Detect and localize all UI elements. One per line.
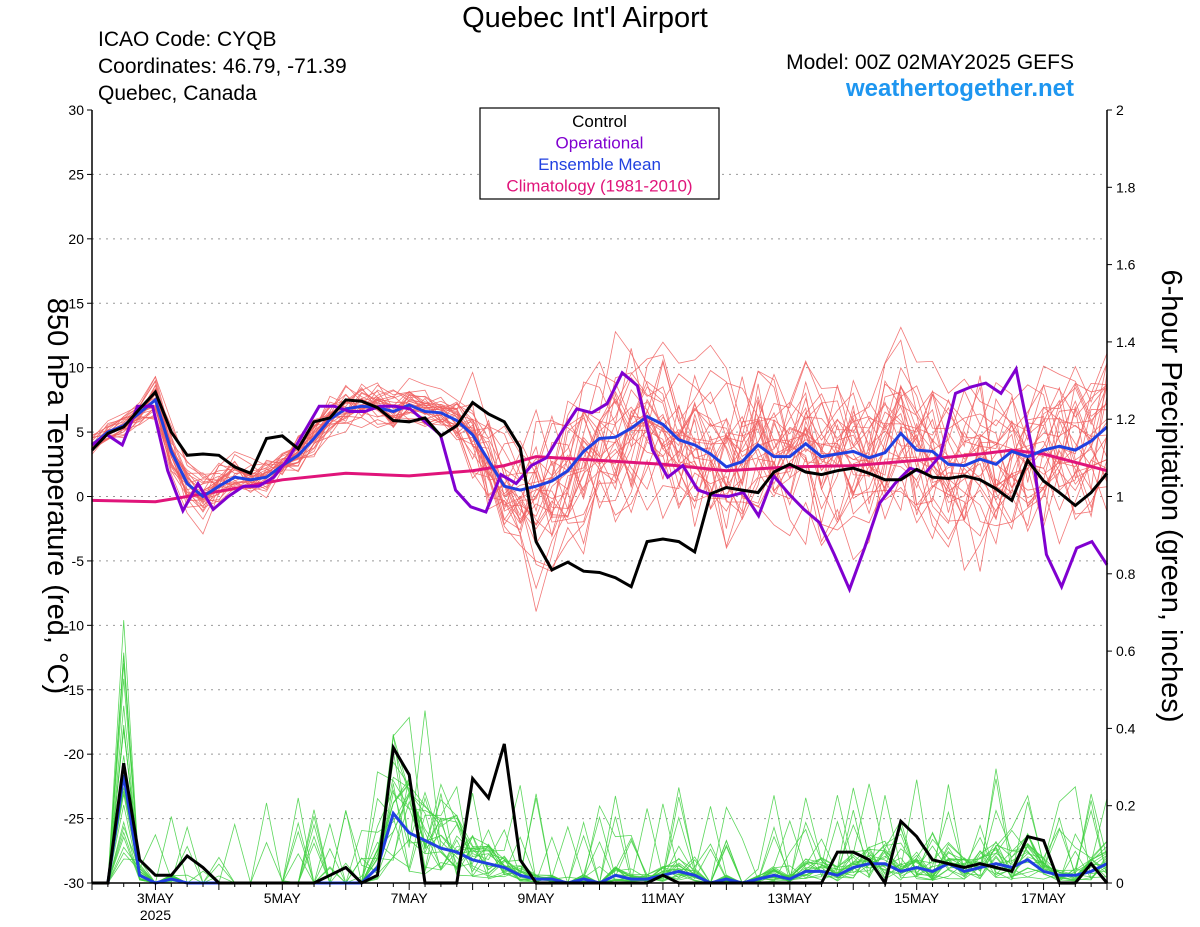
temp-member-line	[91, 359, 1108, 545]
y-axis-right-label: 6-hour Precipitation (green, inches)	[1155, 270, 1187, 723]
x-tick-label: 15MAY	[894, 890, 940, 906]
x-tick-label: 17MAY	[1021, 890, 1067, 906]
precip-member-line	[92, 678, 1108, 884]
precip-member-line	[92, 746, 1108, 884]
temp-member-line	[91, 354, 1108, 540]
precip-member-line	[92, 793, 1108, 884]
legend-entry: Ensemble Mean	[538, 155, 661, 174]
x-tick-label: 5MAY	[264, 890, 302, 906]
location: Quebec, Canada	[98, 82, 257, 105]
temp-member-line	[91, 380, 1108, 517]
temp-member-line	[91, 326, 1108, 526]
temp-member-line	[91, 382, 1108, 536]
y-right-tick-label: 1.2	[1116, 411, 1136, 427]
y-right-tick-label: 0.8	[1116, 566, 1136, 582]
temp-member-line	[91, 383, 1108, 531]
temp-member-line	[91, 375, 1108, 547]
coordinates: Coordinates: 46.79, -71.39	[98, 55, 347, 78]
model-run: Model: 00Z 02MAY2025 GEFS	[786, 51, 1074, 74]
temp-member-line	[91, 358, 1108, 537]
x-tick-label: 11MAY	[641, 890, 685, 906]
axes: -30-25-20-15-10-505101520253000.20.40.60…	[64, 102, 1136, 923]
grid-lines	[92, 173, 1107, 820]
y-left-tick-label: 5	[76, 424, 84, 440]
precip-control-line	[92, 743, 1109, 887]
precip-member-line	[92, 620, 1108, 884]
x-tick-label: 13MAY	[767, 890, 813, 906]
y-right-tick-label: 0.4	[1116, 720, 1136, 736]
temp-member-line	[91, 382, 1108, 572]
climatology-line	[91, 448, 1108, 504]
temp-member-line	[91, 379, 1108, 548]
y-left-tick-label: 10	[68, 360, 84, 376]
x-tick-label: 3MAY	[137, 890, 175, 906]
y-right-tick-label: 0.6	[1116, 643, 1136, 659]
x-tick-label: 7MAY	[391, 890, 429, 906]
legend-box	[479, 107, 720, 200]
y-right-tick-label: 1	[1116, 489, 1124, 505]
legend-entry: Climatology (1981-2010)	[506, 177, 692, 196]
y-right-tick-label: 2	[1116, 102, 1124, 118]
y-left-tick-label: -15	[64, 682, 84, 698]
y-left-tick-label: -25	[64, 811, 84, 827]
y-right-tick-label: 0	[1116, 875, 1124, 891]
precip-ensemble-members	[92, 620, 1108, 884]
y-left-tick-label: 15	[68, 295, 84, 311]
temp-member-line	[91, 362, 1108, 513]
brand-link[interactable]: weathertogether.net	[845, 75, 1074, 102]
temp-member-line	[91, 339, 1108, 529]
temp-member-line	[91, 365, 1108, 572]
legend-entry: Control	[572, 112, 627, 131]
temp-member-line	[91, 366, 1108, 497]
y-right-tick-label: 0.2	[1116, 798, 1136, 814]
y-left-tick-label: -10	[64, 617, 84, 633]
y-axis-left-label: 850 hPa Temperature (red, °C)	[41, 298, 73, 694]
y-right-tick-label: 1.4	[1116, 334, 1136, 350]
y-left-tick-label: 25	[68, 166, 84, 182]
icao-code: ICAO Code: CYQB	[98, 28, 277, 51]
y-left-tick-label: -5	[72, 553, 85, 569]
y-left-tick-label: -20	[64, 746, 84, 762]
chart-title: Quebec Int'l Airport	[462, 2, 708, 34]
precip-member-line	[92, 734, 1108, 884]
y-left-tick-label: -30	[64, 875, 84, 891]
legend-entry: Operational	[556, 134, 644, 153]
y-left-tick-label: 0	[76, 489, 84, 505]
temp-mean-line	[91, 397, 1108, 499]
y-right-tick-label: 1.6	[1116, 257, 1136, 273]
x-tick-label: 9MAY	[518, 890, 556, 906]
y-left-tick-label: 20	[68, 231, 84, 247]
y-left-tick-label: 30	[68, 102, 84, 118]
temp-control-line	[90, 389, 1109, 589]
legend: Control Operational Ensemble Mean Climatolo…	[479, 107, 720, 200]
temp-operational-line	[91, 364, 1109, 594]
y-right-tick-label: 1.8	[1116, 179, 1136, 195]
x-tick-year-label: 2025	[140, 907, 171, 923]
